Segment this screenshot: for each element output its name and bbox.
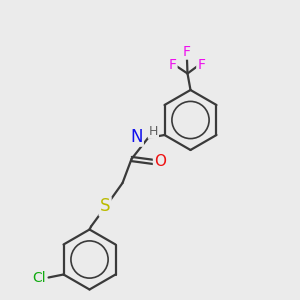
Text: O: O	[154, 154, 166, 169]
Text: F: F	[183, 45, 191, 58]
Text: F: F	[197, 58, 205, 72]
Text: S: S	[100, 197, 110, 215]
Text: H: H	[148, 125, 158, 138]
Text: N: N	[130, 128, 142, 146]
Text: F: F	[169, 58, 176, 72]
Text: Cl: Cl	[32, 271, 46, 284]
